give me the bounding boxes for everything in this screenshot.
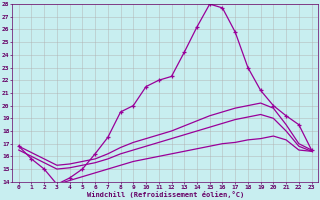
X-axis label: Windchill (Refroidissement éolien,°C): Windchill (Refroidissement éolien,°C) bbox=[86, 191, 244, 198]
